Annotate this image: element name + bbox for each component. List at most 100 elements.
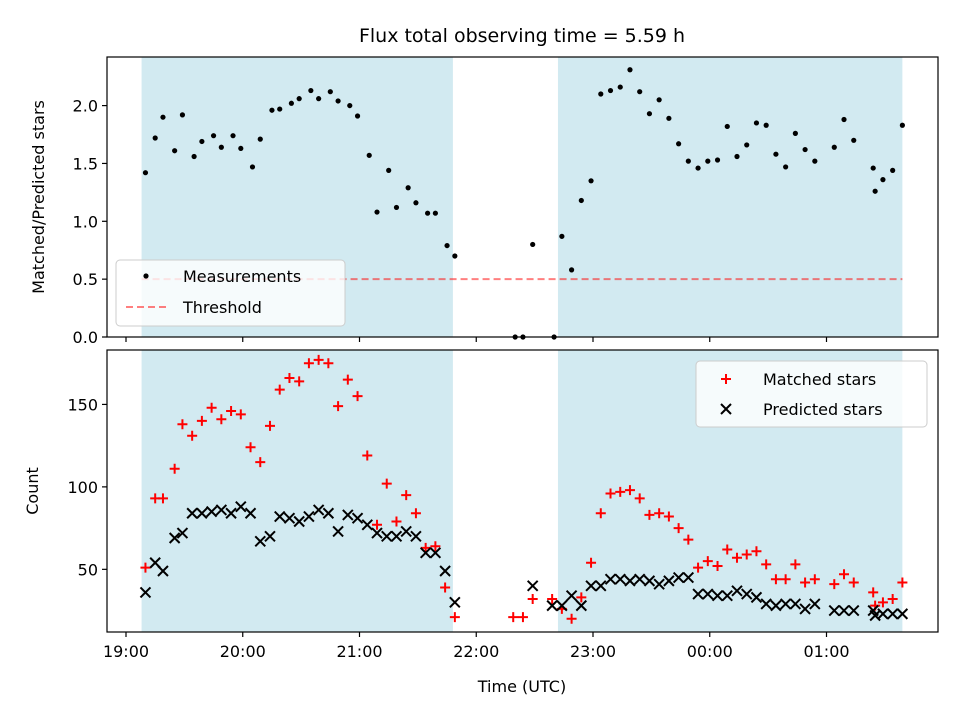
measurement-point — [152, 135, 158, 141]
chart-title: Flux total observing time = 5.59 h — [359, 25, 685, 47]
x-tick-label: 22:00 — [453, 642, 499, 661]
measurement-point — [172, 148, 178, 154]
predicted-star-point — [139, 586, 152, 599]
matched-star-point — [177, 419, 188, 430]
measurement-point — [705, 158, 711, 164]
matched-star-point — [274, 384, 285, 395]
measurement-point — [432, 210, 438, 216]
predicted-star-point — [809, 598, 821, 610]
matched-star-point — [430, 541, 441, 552]
predicted-star-point — [721, 590, 733, 602]
predicted-star-point — [799, 603, 811, 615]
legend-box — [115, 259, 346, 327]
measurement-point — [666, 115, 672, 121]
matched-star-point — [615, 486, 626, 497]
matched-star-point — [761, 559, 772, 570]
matched-star-point — [839, 569, 850, 580]
measurement-point — [288, 100, 294, 106]
legend-marker-predicted — [720, 403, 732, 415]
measurement-point — [296, 96, 302, 102]
matched-star-point — [508, 612, 519, 623]
measurement-point — [773, 151, 779, 157]
matched-star-point — [206, 402, 217, 413]
predicted-star-point — [760, 598, 772, 610]
measurement-point — [249, 164, 256, 170]
measurement-point — [724, 123, 730, 130]
matched-star-point — [547, 594, 558, 605]
predicted-star-point — [682, 571, 695, 584]
matched-star-point — [644, 509, 655, 520]
measurement-point — [851, 137, 857, 143]
measurement-point — [308, 87, 314, 94]
matched-star-point — [731, 552, 742, 563]
measurement-point — [199, 138, 205, 145]
measurement-point — [413, 200, 419, 206]
matched-star-point — [624, 485, 635, 496]
matched-star-point — [196, 415, 207, 426]
measurement-point — [656, 97, 662, 103]
x-axis-label: Time (UTC) — [477, 677, 566, 696]
predicted-star-point — [692, 588, 704, 600]
measurement-point — [734, 153, 740, 160]
measurement-point — [753, 120, 760, 126]
matched-star-point — [751, 546, 762, 557]
matched-star-point — [790, 559, 801, 570]
measurement-point — [607, 87, 614, 94]
top-panel: 0.0 0.5 1.0 1.5 2.0 Matched/Predicted stars Me… — [29, 56, 939, 347]
matched-star-point — [634, 493, 645, 504]
measurement-point — [452, 253, 458, 259]
matched-star-point — [868, 587, 879, 598]
measurement-point — [578, 197, 584, 204]
matched-star-point — [372, 519, 383, 530]
y-tick-label: 2.0 — [73, 97, 98, 116]
predicted-star-point — [400, 525, 412, 538]
measurement-point — [335, 98, 341, 104]
measurement-point — [841, 116, 847, 123]
legend-label-measurements: Measurements — [183, 267, 301, 286]
legend-label-threshold: Threshold — [182, 298, 262, 317]
matched-star-point — [809, 574, 820, 585]
measurement-point — [559, 233, 565, 239]
y-tick-label: 1.5 — [73, 154, 98, 173]
matched-star-point — [586, 557, 597, 568]
matched-star-point — [605, 488, 616, 499]
matched-star-point — [712, 561, 723, 572]
x-tick-label: 21:00 — [336, 642, 382, 661]
matched-star-point — [877, 597, 888, 608]
y-tick-label: 100 — [67, 478, 98, 497]
predicted-star-point — [770, 599, 782, 612]
y-axis-label: Matched/Predicted stars — [29, 100, 48, 294]
y-axis-label: Count — [23, 467, 42, 515]
matched-star-point — [576, 592, 587, 603]
measurement-point — [210, 133, 217, 139]
legend-label-predicted: Predicted stars — [763, 400, 883, 419]
predicted-star-point — [283, 512, 296, 524]
matched-star-point — [169, 463, 180, 474]
measurement-point — [354, 113, 361, 119]
predicted-star-point — [332, 525, 344, 538]
measurement-point — [405, 185, 411, 191]
matched-star-point — [187, 430, 198, 441]
matched-star-point — [848, 577, 859, 588]
predicted-star-point — [556, 599, 568, 612]
measurement-point — [393, 204, 400, 211]
predicted-star-point — [215, 504, 228, 516]
matched-star-point — [673, 523, 684, 534]
matched-star-point — [800, 577, 811, 588]
predicted-star-point — [546, 599, 558, 612]
predicted-star-point — [604, 573, 617, 585]
predicted-star-point — [244, 507, 257, 519]
measurement-point — [366, 152, 372, 158]
matched-star-point — [352, 391, 363, 402]
measurement-point — [218, 144, 224, 150]
matched-star-point — [440, 582, 451, 593]
legend: Matched stars Predicted stars — [695, 360, 928, 428]
x-tick-label: 23:00 — [570, 642, 616, 661]
measurement-point — [425, 210, 431, 216]
matched-star-point — [663, 511, 674, 522]
predicted-star-point — [653, 578, 665, 590]
y-tick-label: 0.5 — [73, 270, 98, 289]
measurement-point — [831, 144, 837, 150]
predicted-star-point — [896, 608, 909, 620]
measurement-point — [627, 67, 633, 73]
